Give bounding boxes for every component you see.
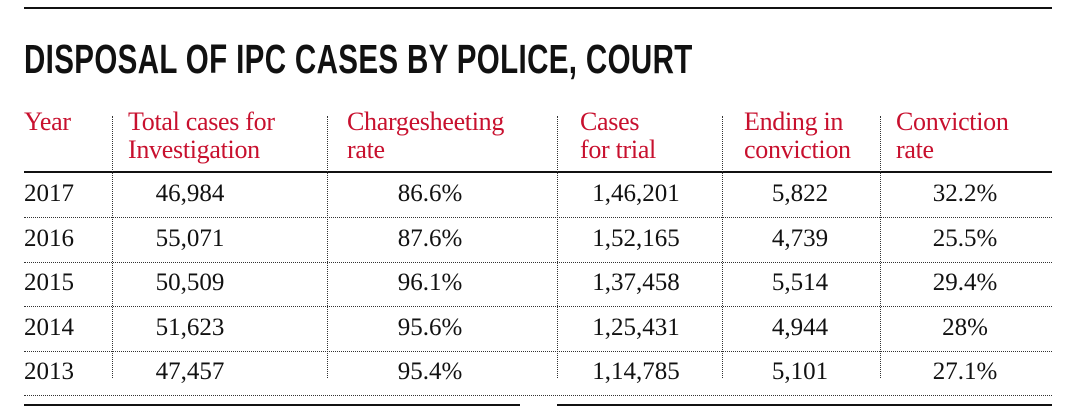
value-cell: 86.6% (397, 180, 463, 207)
value-cell: 95.6% (397, 313, 463, 341)
table-row: 2017 46,984 86.6% 1,46,201 5,822 32.2% (24, 174, 1052, 218)
value-cell: 5,101 (771, 358, 829, 385)
column-divider (327, 116, 328, 378)
value-cell: 27.1% (932, 358, 998, 385)
column-divider (557, 116, 558, 378)
value-cell: 55,071 (155, 224, 225, 252)
value-cell: 96.1% (397, 269, 463, 296)
bottom-rule-right (557, 404, 1052, 406)
column-header: Chargesheeting rate (347, 107, 505, 164)
row-divider (24, 395, 1052, 396)
value-cell: 5,514 (771, 269, 829, 296)
column-header: Cases for trial (580, 107, 656, 164)
value-cell: 50,509 (155, 269, 225, 296)
column-header: Conviction rate (896, 107, 1009, 164)
year-cell: 2013 (24, 358, 74, 385)
column-header: Year (24, 107, 71, 136)
column-header: Total cases for Investigation (128, 107, 275, 164)
year-cell: 2014 (24, 313, 74, 341)
value-cell: 51,623 (155, 313, 225, 341)
value-cell: 1,37,458 (592, 269, 680, 296)
chart-title: DISPOSAL OF IPC CASES BY POLICE, COURT (24, 36, 693, 82)
value-cell: 1,46,201 (592, 180, 680, 207)
value-cell: 1,52,165 (592, 224, 680, 252)
column-divider (880, 116, 881, 378)
year-cell: 2017 (24, 180, 74, 207)
value-cell: 28% (942, 313, 988, 341)
value-cell: 4,944 (771, 313, 829, 341)
top-rule (24, 7, 1052, 9)
table-row: 2014 51,623 95.6% 1,25,431 4,944 28% (24, 308, 1052, 352)
row-divider (24, 261, 1052, 263)
value-cell: 47,457 (155, 358, 225, 385)
row-divider (24, 217, 1052, 218)
table-row: 2013 47,457 95.4% 1,14,785 5,101 27.1% (24, 352, 1052, 396)
row-divider (24, 350, 1052, 352)
value-cell: 87.6% (397, 224, 463, 252)
value-cell: 5,822 (771, 180, 829, 207)
header-rule (24, 171, 1052, 173)
bottom-rule-left (24, 404, 520, 406)
value-cell: 95.4% (397, 358, 463, 385)
value-cell: 46,984 (155, 180, 225, 207)
value-cell: 4,739 (771, 224, 829, 252)
table-row: 2016 55,071 87.6% 1,52,165 4,739 25.5% (24, 219, 1052, 263)
column-divider (722, 116, 723, 378)
year-cell: 2015 (24, 269, 74, 296)
column-header: Ending in conviction (744, 107, 851, 164)
column-divider (112, 116, 113, 378)
value-cell: 29.4% (932, 269, 998, 296)
value-cell: 25.5% (932, 224, 998, 252)
value-cell: 1,25,431 (592, 313, 680, 341)
row-divider (24, 306, 1052, 307)
value-cell: 1,14,785 (592, 358, 680, 385)
value-cell: 32.2% (932, 180, 998, 207)
year-cell: 2016 (24, 224, 74, 252)
table-row: 2015 50,509 96.1% 1,37,458 5,514 29.4% (24, 263, 1052, 307)
